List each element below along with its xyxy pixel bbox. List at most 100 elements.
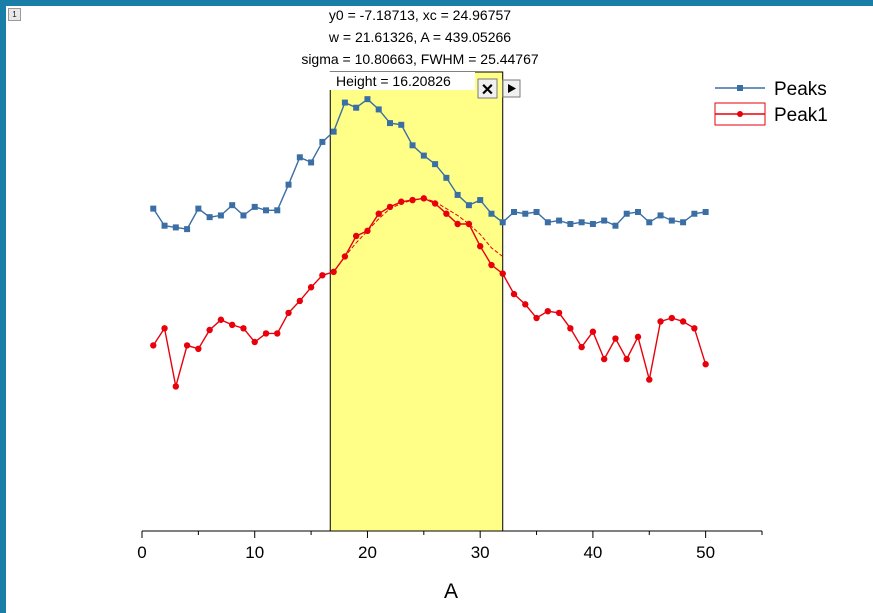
data-point bbox=[364, 96, 371, 103]
data-point bbox=[172, 224, 179, 231]
series-line bbox=[333, 197, 504, 273]
legend-marker bbox=[737, 85, 743, 91]
data-point bbox=[702, 209, 709, 216]
data-point bbox=[623, 210, 630, 217]
data-point bbox=[285, 309, 292, 317]
data-point bbox=[263, 207, 269, 214]
legend-item-peaks: Peaks bbox=[715, 79, 827, 100]
data-point bbox=[296, 297, 304, 305]
series-peak1-fit bbox=[333, 197, 504, 273]
fit-result-line: y0 = -7.18713, xc = 24.96757 bbox=[329, 7, 511, 23]
legend-label: Peak1 bbox=[774, 105, 828, 126]
series-peaks bbox=[150, 96, 709, 233]
layer-badge[interactable]: 1 bbox=[8, 8, 21, 21]
data-point bbox=[150, 205, 157, 212]
x-axis-title: A bbox=[444, 580, 458, 603]
data-point bbox=[206, 326, 213, 334]
data-point bbox=[465, 202, 472, 209]
data-point bbox=[601, 217, 608, 224]
data-point bbox=[488, 261, 495, 269]
data-point bbox=[635, 209, 641, 216]
data-point bbox=[612, 222, 619, 229]
data-point bbox=[657, 318, 664, 325]
height-label: Height = 16.20826 bbox=[336, 73, 451, 89]
legend-label: Peaks bbox=[774, 79, 827, 100]
legend-marker bbox=[737, 111, 743, 117]
data-point bbox=[691, 210, 698, 217]
data-point bbox=[476, 243, 484, 250]
data-point bbox=[680, 219, 687, 226]
data-point bbox=[567, 220, 574, 227]
data-point bbox=[431, 200, 439, 207]
data-point bbox=[375, 210, 382, 217]
data-point bbox=[274, 330, 281, 337]
data-point bbox=[544, 308, 552, 315]
data-point bbox=[634, 333, 642, 341]
x-tick-label: 40 bbox=[583, 543, 602, 562]
data-point bbox=[398, 121, 405, 128]
data-point bbox=[522, 210, 529, 217]
data-point bbox=[409, 142, 416, 149]
data-point bbox=[206, 214, 213, 221]
data-point bbox=[589, 328, 597, 335]
data-point bbox=[184, 226, 191, 233]
data-point bbox=[679, 318, 687, 325]
data-point bbox=[386, 203, 394, 211]
data-point bbox=[274, 207, 281, 214]
data-point bbox=[499, 219, 506, 226]
data-point bbox=[443, 210, 450, 217]
data-point bbox=[555, 309, 563, 317]
data-point bbox=[251, 203, 258, 210]
close-icon: ✕ bbox=[481, 82, 494, 99]
data-point bbox=[195, 345, 202, 353]
data-point bbox=[161, 222, 168, 229]
data-point bbox=[319, 272, 326, 279]
data-point bbox=[240, 212, 247, 219]
data-point bbox=[454, 220, 461, 228]
data-point bbox=[195, 205, 202, 212]
data-point bbox=[533, 314, 540, 322]
data-point bbox=[240, 325, 247, 332]
data-point bbox=[702, 361, 709, 368]
roi-close-button[interactable]: ✕ bbox=[477, 78, 498, 99]
fit-results: y0 = -7.18713, xc = 24.96757 w = 21.6132… bbox=[301, 7, 539, 67]
data-point bbox=[522, 301, 529, 308]
roi-menu-button[interactable] bbox=[502, 79, 521, 98]
roi-region[interactable] bbox=[329, 71, 504, 532]
height-label-box bbox=[329, 72, 475, 90]
data-point bbox=[646, 376, 653, 383]
data-point bbox=[150, 342, 157, 349]
fit-result-line: sigma = 10.80663, FWHM = 25.44767 bbox=[301, 51, 539, 67]
data-point bbox=[533, 209, 540, 216]
plot-area bbox=[150, 96, 709, 390]
data-point bbox=[623, 355, 630, 363]
data-point bbox=[375, 106, 382, 113]
legend[interactable]: Peaks Peak1 bbox=[714, 79, 828, 126]
data-point bbox=[285, 181, 292, 188]
data-point bbox=[161, 325, 168, 332]
data-point bbox=[556, 217, 563, 224]
data-point bbox=[307, 284, 315, 291]
data-point bbox=[600, 355, 608, 363]
data-point bbox=[657, 212, 664, 219]
data-point bbox=[454, 191, 461, 198]
data-point bbox=[352, 232, 360, 240]
data-point bbox=[432, 161, 439, 168]
data-point bbox=[387, 120, 393, 127]
data-point bbox=[488, 210, 495, 217]
data-point bbox=[217, 316, 225, 323]
data-point bbox=[499, 270, 506, 277]
x-tick-label: 50 bbox=[696, 543, 715, 562]
data-point bbox=[228, 321, 236, 329]
x-tick-label: 10 bbox=[245, 543, 264, 562]
x-tick-label: 20 bbox=[358, 543, 377, 562]
data-point bbox=[296, 154, 303, 161]
data-point bbox=[341, 99, 348, 106]
data-point bbox=[308, 159, 315, 166]
data-point bbox=[477, 197, 484, 204]
data-point bbox=[262, 330, 270, 337]
data-point bbox=[420, 152, 427, 159]
data-point bbox=[578, 219, 585, 226]
x-tick-label: 0 bbox=[137, 543, 146, 562]
